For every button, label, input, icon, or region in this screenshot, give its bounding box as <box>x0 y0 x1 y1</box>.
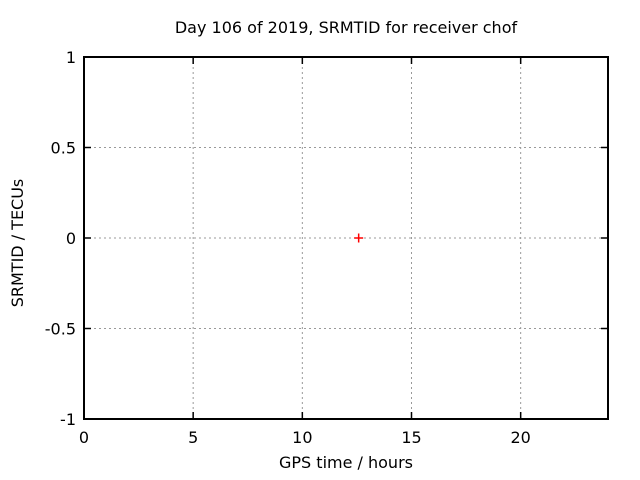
y-tick-label: -1 <box>60 410 76 429</box>
data-point-marker <box>354 233 364 243</box>
x-tick-label: 15 <box>401 428 421 447</box>
x-tick-label: 5 <box>188 428 198 447</box>
y-tick-label: 1 <box>66 48 76 67</box>
y-tick-label: 0.5 <box>51 139 76 158</box>
y-tick-label: -0.5 <box>45 320 76 339</box>
x-tick-label: 10 <box>292 428 312 447</box>
tick-label-layer: 0 5 10 15 20 -1 -0.5 0 0.5 1 <box>45 48 531 447</box>
x-axis-label: GPS time / hours <box>279 453 413 472</box>
y-axis-label: SRMTID / TECUs <box>8 179 27 308</box>
x-tick-label: 20 <box>510 428 530 447</box>
grid-layer <box>84 57 608 419</box>
tick-layer <box>83 56 608 420</box>
chart-title: Day 106 of 2019, SRMTID for receiver cho… <box>175 18 518 37</box>
x-tick-label: 0 <box>79 428 89 447</box>
data-point-layer <box>354 233 364 243</box>
y-tick-label: 0 <box>66 229 76 248</box>
